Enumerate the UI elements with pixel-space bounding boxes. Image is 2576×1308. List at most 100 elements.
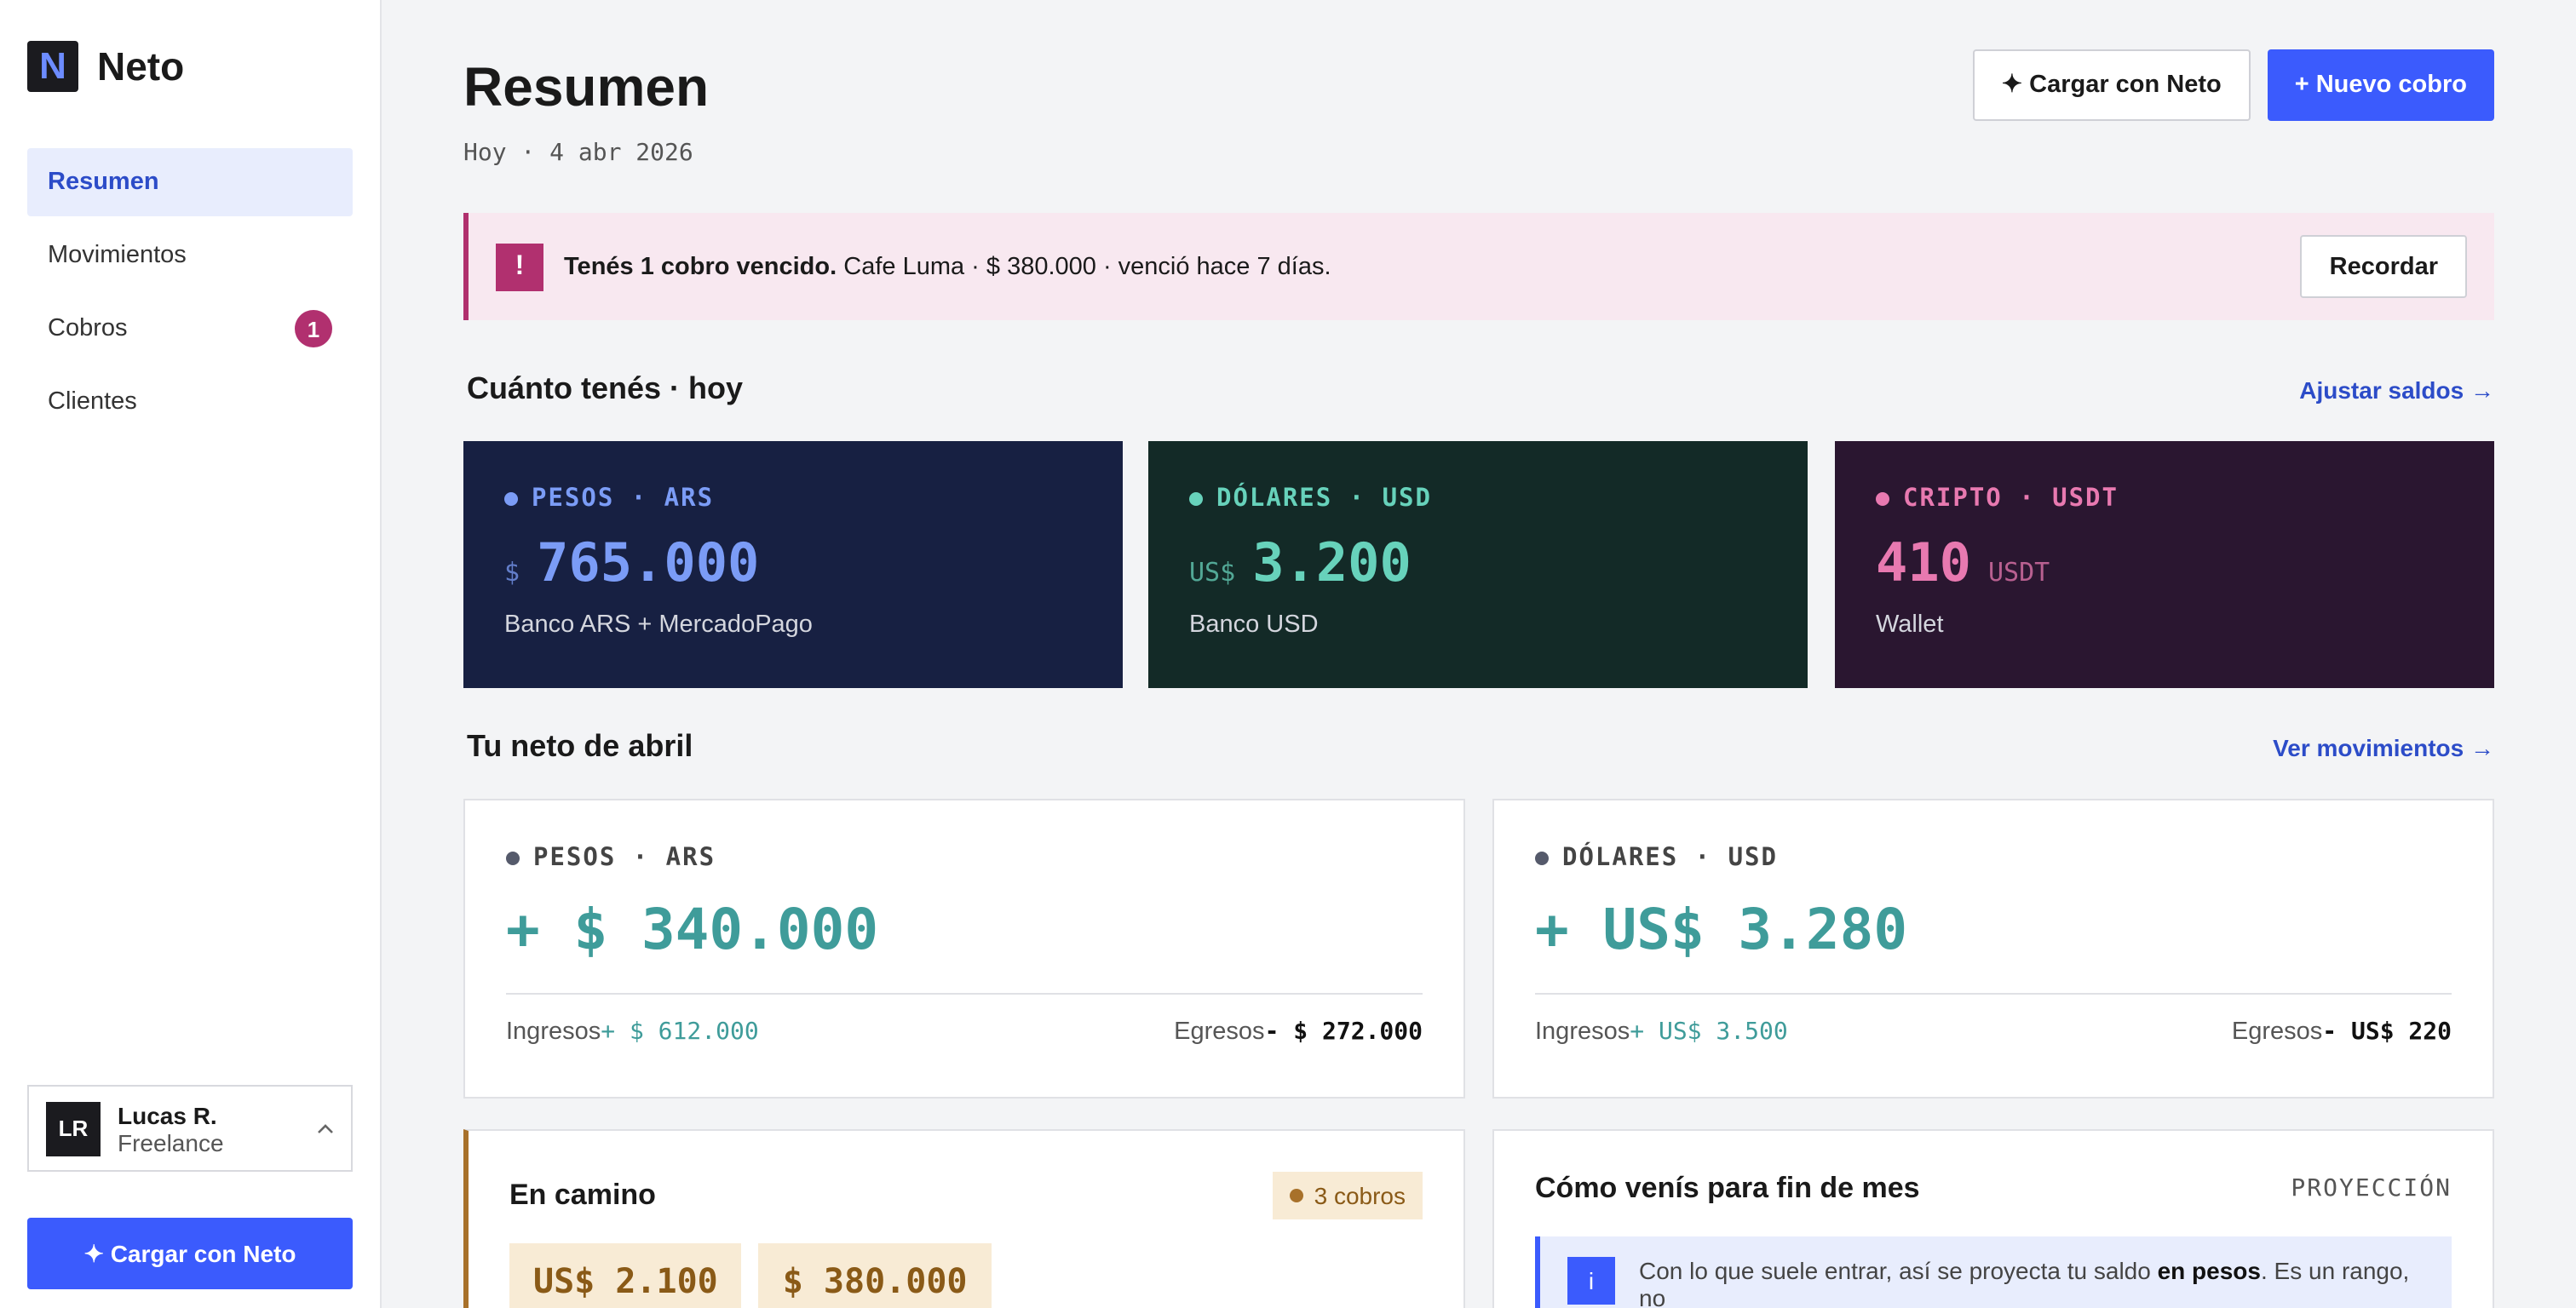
income-label: Ingresos — [506, 1018, 601, 1046]
alert: ! Tenés 1 cobro vencido. Cafe Luma · $ 3… — [463, 213, 2494, 320]
expense: Egresos- US$ 220 — [2232, 1018, 2452, 1046]
detail: Wallet — [1876, 611, 1944, 639]
card-label: DÓLARES · USD — [1189, 485, 1767, 513]
dot — [1290, 1189, 1304, 1202]
dot — [1189, 492, 1203, 506]
amount: 410 USDT — [1876, 533, 2453, 594]
badge: 1 — [295, 310, 332, 347]
date: Hoy · 4 abr 2026 — [463, 140, 693, 167]
header-actions: ✦ Cargar con Neto + Nuevo cobro — [1972, 49, 2494, 121]
net-card: DÓLARES · USD + US$ 3.280 Ingresos+ US$ … — [1492, 799, 2494, 1099]
income-expense: Ingresos+ US$ 3.500 Egresos- US$ 220 — [1535, 1018, 2452, 1046]
info-text: Con lo que suele entrar, así se proyecta… — [1639, 1257, 2424, 1308]
detail: Banco USD — [1189, 611, 1319, 639]
label-text: PESOS · ARS — [533, 845, 716, 872]
nav: Resumen Movimientos Cobros 1 Clientes — [27, 148, 353, 441]
balance-card: CRIPTO · USDT 410 USDT Wallet — [1835, 441, 2494, 688]
info-box: i Con lo que suele entrar, así se proyec… — [1535, 1236, 2452, 1308]
load-button[interactable]: ✦ Cargar con Neto — [27, 1218, 353, 1289]
label-text: DÓLARES · USD — [1216, 485, 1432, 513]
card-title: Cómo venís para fin de mes — [1535, 1172, 1920, 1204]
logo[interactable]: N Neto — [27, 41, 184, 92]
chips: US$ 2.100 $ 380.000 — [509, 1243, 1423, 1308]
chip: US$ 2.100 — [509, 1243, 742, 1308]
section-link[interactable]: Ajustar saldos → — [2299, 376, 2494, 403]
income-value: + US$ 3.500 — [1630, 1018, 1788, 1046]
card-label: PESOS · ARS — [506, 845, 1423, 872]
income: Ingresos+ US$ 3.500 — [1535, 1018, 1788, 1046]
section-header: Tu neto de abril Ver movimientos → — [467, 729, 2494, 765]
label-text: CRIPTO · USDT — [1903, 485, 2119, 513]
chip: $ 380.000 — [758, 1243, 992, 1308]
projection-card: Cómo venís para fin de mes PROYECCIÓN i … — [1492, 1129, 2494, 1308]
new-button[interactable]: + Nuevo cobro — [2267, 49, 2494, 121]
dot — [1876, 492, 1889, 506]
pill: 3 cobros — [1273, 1172, 1423, 1219]
card-header: En camino 3 cobros — [509, 1172, 1423, 1219]
income-expense: Ingresos+ $ 612.000 Egresos- $ 272.000 — [506, 1018, 1423, 1046]
nav-label: Movimientos — [48, 242, 187, 269]
remind-button[interactable]: Recordar — [2300, 235, 2467, 298]
sidebar: N Neto Resumen Movimientos Cobros 1 Clien… — [0, 0, 382, 1308]
expense-value: - $ 272.000 — [1264, 1018, 1423, 1046]
logo-icon: N — [27, 41, 78, 92]
brand: Neto — [97, 43, 185, 88]
amount-value: 410 — [1876, 533, 1971, 594]
card-label: CRIPTO · USDT — [1876, 485, 2453, 513]
section-link[interactable]: Ver movimientos → — [2273, 733, 2494, 760]
user-role: Freelance — [118, 1128, 224, 1156]
label-text: PESOS · ARS — [532, 485, 715, 513]
nav-item[interactable]: Clientes — [27, 368, 353, 436]
card-title: En camino — [509, 1179, 656, 1211]
amount-value: 765.000 — [537, 533, 760, 594]
section-title: Cuánto tenés · hoy — [467, 371, 744, 405]
section-title: Tu neto de abril — [467, 729, 693, 763]
income-value: + $ 612.000 — [601, 1018, 759, 1046]
dot — [506, 852, 520, 865]
tag: PROYECCIÓN — [2291, 1175, 2452, 1202]
dot — [504, 492, 518, 506]
load-button[interactable]: ✦ Cargar con Neto — [1972, 49, 2251, 121]
amount-value: 3.200 — [1252, 533, 1412, 594]
card-label: DÓLARES · USD — [1535, 845, 2452, 872]
amount: $765.000 — [504, 533, 1082, 594]
nav-item[interactable]: Cobros 1 — [27, 295, 353, 363]
user-info: Lucas R. Freelance — [118, 1101, 224, 1156]
user-name: Lucas R. — [118, 1101, 217, 1128]
prefix: US$ — [1189, 557, 1236, 588]
nav-item[interactable]: Resumen — [27, 148, 353, 216]
section-header: Cuánto tenés · hoy Ajustar saldos → — [467, 371, 2494, 407]
nav-item[interactable]: Movimientos — [27, 221, 353, 290]
net-card: PESOS · ARS + $ 340.000 Ingresos+ $ 612.… — [463, 799, 1465, 1099]
chevron — [318, 1123, 333, 1133]
page-title: Resumen — [463, 56, 710, 118]
amount: US$ 3.200 — [1189, 533, 1767, 594]
income: Ingresos+ $ 612.000 — [506, 1018, 759, 1046]
alert-text: Tenés 1 cobro vencido. Cafe Luma · $ 380… — [564, 253, 1331, 280]
card-label: PESOS · ARS — [504, 485, 1082, 513]
avatar: LR — [46, 1101, 101, 1156]
detail: Banco ARS + MercadoPago — [504, 611, 813, 639]
user-card[interactable]: LR Lucas R. Freelance — [27, 1085, 353, 1172]
balance-card: PESOS · ARS $765.000 Banco ARS + Mercado… — [463, 441, 1123, 688]
label-text: DÓLARES · USD — [1562, 845, 1778, 872]
pill-text: 3 cobros — [1314, 1182, 1406, 1209]
alert-strong: Tenés 1 cobro vencido. — [564, 253, 837, 280]
expense-value: - US$ 220 — [2322, 1018, 2452, 1046]
text-after: . Es un rango, no — [1639, 1257, 2410, 1308]
suffix: USDT — [1988, 557, 2050, 588]
text-before: Con lo que suele entrar, así se proyecta… — [1639, 1257, 2158, 1284]
card-header: Cómo venís para fin de mes PROYECCIÓN — [1535, 1172, 2452, 1206]
info-icon: i — [1567, 1257, 1615, 1305]
en-camino-card: En camino 3 cobros US$ 2.100 $ 380.000 — [463, 1129, 1465, 1308]
prefix: $ — [504, 557, 520, 588]
nav-label: Resumen — [48, 169, 159, 196]
expense: Egresos- $ 272.000 — [1174, 1018, 1423, 1046]
dot — [1535, 852, 1549, 865]
nav-label: Cobros — [48, 315, 128, 342]
alert-icon: ! — [496, 243, 543, 290]
expense-label: Egresos — [2231, 1018, 2323, 1046]
net-amount: + $ 340.000 — [506, 896, 1423, 995]
balance-card: DÓLARES · USD US$ 3.200 Banco USD — [1148, 441, 1808, 688]
text-strong: en pesos — [2157, 1257, 2261, 1284]
